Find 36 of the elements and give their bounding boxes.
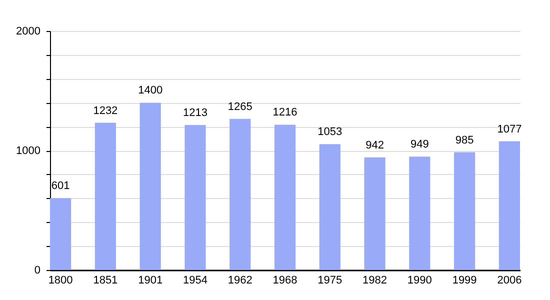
data-label: 1232 [93,104,118,117]
x-tick-label: 1990 [407,274,432,286]
data-label: 942 [366,139,384,152]
bar [364,157,386,270]
bar [50,198,72,270]
x-tick-label: 1800 [48,274,73,286]
y-tick-label: 0 [34,264,40,276]
y-tick-label: 1000 [16,145,40,157]
bar [184,125,206,270]
bar [319,144,340,270]
data-label: 949 [410,138,429,151]
bar [274,124,296,270]
bar [454,152,476,270]
x-tick-label: 1851 [93,274,118,286]
data-label: 1213 [182,107,208,120]
data-label: 601 [51,180,70,192]
x-tick-label: 1954 [182,274,208,286]
bar [140,102,161,270]
data-label: 1265 [228,100,252,113]
bar [230,118,251,270]
x-tick-label: 1901 [138,274,163,286]
x-tick-label: 1975 [318,274,342,286]
bar [94,122,116,270]
data-label: 1053 [318,126,342,138]
bar [498,141,520,270]
data-label: 985 [455,134,474,146]
x-tick-label: 1982 [362,274,388,286]
x-tick-label: 2006 [497,274,522,286]
x-tick-label: 1968 [272,274,298,286]
bar [409,156,430,270]
data-label: 1216 [272,106,298,119]
y-tick-label: 2000 [16,26,40,38]
x-tick-label: 1999 [452,274,477,286]
data-label: 1400 [138,84,163,97]
data-label: 1077 [497,123,522,136]
x-tick-label: 1962 [228,274,252,286]
